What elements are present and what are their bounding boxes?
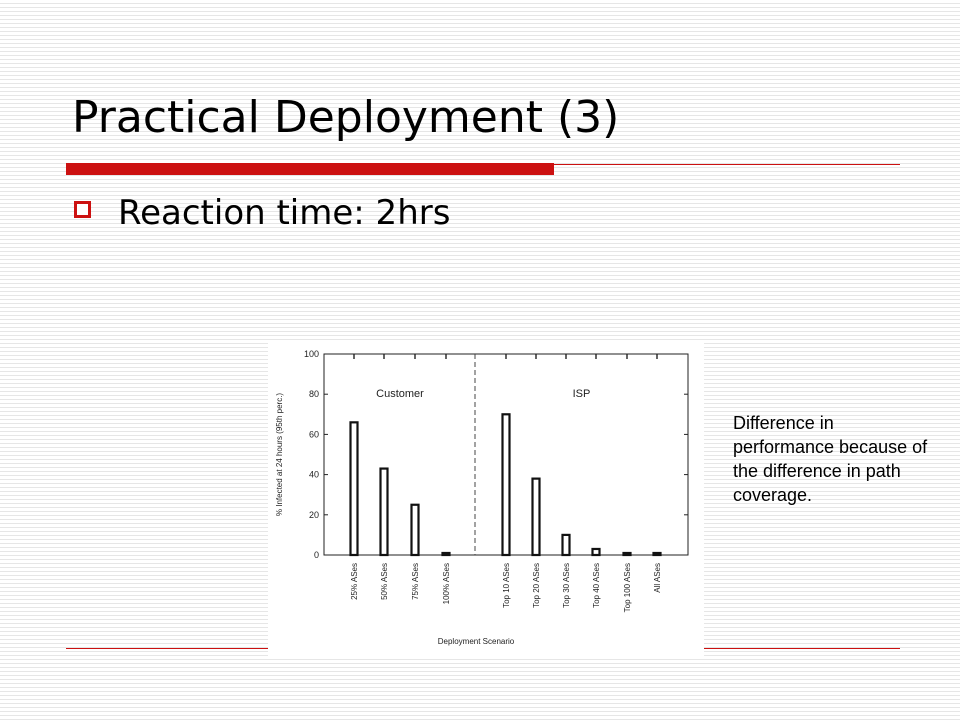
x-tick-label: All ASes [653, 563, 662, 593]
group-label: Customer [376, 388, 424, 400]
title-underline-thin [554, 164, 900, 165]
y-tick-label: 100 [304, 349, 319, 359]
slide-title: Practical Deployment (3) [72, 92, 620, 143]
y-tick-label: 60 [309, 429, 319, 439]
x-tick-label: 75% ASes [411, 563, 420, 600]
chart-figure: 0 20 40 60 80 100 % Infected at 24 hours (95th… [268, 340, 704, 656]
x-tick-label: 100% ASes [442, 563, 451, 604]
footer-rule-right [704, 648, 900, 649]
x-tick-label: Top 30 ASes [562, 563, 571, 608]
bar [622, 551, 632, 557]
footer-rule-left [66, 648, 268, 649]
x-tick-label: Top 10 ASes [502, 563, 511, 608]
bar [379, 467, 389, 557]
bar [652, 551, 662, 557]
side-note: Difference in performance because of the… [733, 413, 928, 505]
square-bullet-icon [74, 201, 91, 218]
title-underline-thick [66, 163, 554, 175]
bar [410, 503, 420, 557]
bar [441, 551, 451, 557]
bar [501, 413, 511, 557]
y-axis-label: % Infected at 24 hours (95th perc.) [275, 393, 284, 517]
bar [531, 477, 541, 557]
x-axis-label: Deployment Scenario [438, 637, 515, 646]
x-tick-label: Top 40 ASes [592, 563, 601, 608]
bar-chart: 0 20 40 60 80 100 % Infected at 24 hours (95th… [275, 349, 689, 646]
bar [349, 421, 359, 557]
y-tick-label: 40 [309, 470, 319, 480]
y-tick-label: 80 [309, 389, 319, 399]
x-tick-label: Top 20 ASes [532, 563, 541, 608]
x-tick-label: 50% ASes [380, 563, 389, 600]
bar [561, 533, 571, 557]
bar [591, 547, 601, 557]
x-tick-label: 25% ASes [350, 563, 359, 600]
y-tick-label: 20 [309, 510, 319, 520]
bullet-text: Reaction time: 2hrs [118, 193, 451, 233]
group-label: ISP [573, 388, 591, 400]
y-tick-label: 0 [314, 550, 319, 560]
x-tick-label: Top 100 ASes [623, 563, 632, 612]
